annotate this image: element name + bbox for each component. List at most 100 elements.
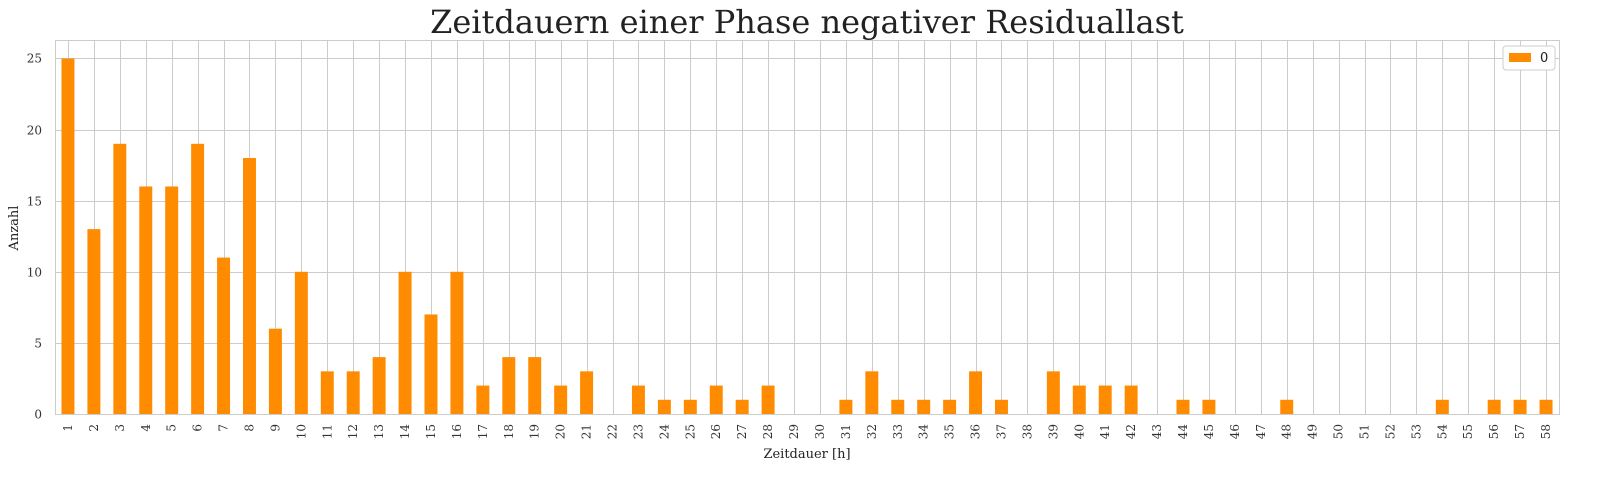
- bar: [580, 371, 594, 414]
- x-tick-label: 2: [87, 424, 101, 432]
- x-tick-label: 47: [1254, 424, 1268, 439]
- bar: [631, 385, 645, 414]
- bar: [995, 399, 1008, 414]
- bar: [87, 229, 101, 414]
- x-tick-label: 18: [502, 424, 516, 439]
- x-tick-label: 21: [580, 424, 594, 439]
- bar: [554, 385, 568, 414]
- x-tick-label: 43: [1150, 424, 1164, 439]
- legend-label: 0: [1540, 51, 1548, 66]
- x-tick-label: 41: [1098, 424, 1112, 439]
- x-tick-label: 52: [1383, 424, 1397, 439]
- bar: [165, 186, 179, 414]
- x-tick-label: 46: [1228, 424, 1242, 439]
- x-tick-label: 5: [165, 424, 179, 432]
- x-tick-label: 49: [1306, 424, 1320, 439]
- bar: [1072, 385, 1086, 414]
- x-tick-label: 11: [320, 424, 334, 439]
- x-tick-label: 34: [917, 424, 931, 440]
- bar: [891, 399, 905, 414]
- bars: [61, 58, 1553, 415]
- bar: [243, 158, 256, 414]
- bar: [969, 371, 983, 414]
- legend: 0: [1502, 45, 1556, 71]
- x-tick-label: 31: [839, 424, 853, 439]
- legend-swatch: [1509, 53, 1531, 62]
- x-tick-label: 22: [606, 424, 620, 439]
- bar: [683, 399, 697, 414]
- x-tick-label: 9: [268, 424, 282, 432]
- x-tick-label: 36: [969, 424, 983, 439]
- y-tick-label: 20: [27, 124, 42, 138]
- x-tick-label: 38: [1020, 424, 1034, 439]
- bar: [398, 271, 412, 414]
- bar: [657, 399, 671, 414]
- y-tick-label: 25: [27, 52, 42, 66]
- x-tick-label: 37: [994, 424, 1008, 439]
- x-tick-label: 44: [1176, 424, 1190, 440]
- chart-title: Zeitdauern einer Phase negativer Residua…: [430, 3, 1184, 41]
- bar: [1124, 385, 1138, 414]
- bar: [372, 357, 386, 414]
- bar: [943, 399, 957, 414]
- x-tick-label: 24: [657, 424, 671, 440]
- x-axis-ticks: 1 2 3 4 5 6 7 8 9 10 11 12 13 14 15 16 17 18 19 20 21 22 23 24 2…: [61, 424, 1553, 440]
- x-tick-label: 7: [217, 424, 231, 432]
- bar: [761, 385, 775, 414]
- bar: [1046, 371, 1060, 414]
- x-tick-label: 23: [631, 424, 645, 439]
- x-tick-label: 15: [424, 424, 438, 439]
- x-tick-label: 39: [1046, 424, 1060, 439]
- bar: [1280, 399, 1294, 414]
- x-tick-label: 4: [139, 424, 153, 432]
- y-axis-label: Anzahl: [7, 206, 22, 252]
- x-tick-label: 27: [735, 424, 749, 439]
- bar: [476, 385, 490, 414]
- bar: [346, 371, 360, 414]
- y-tick-label: 5: [34, 337, 42, 351]
- x-tick-label: 33: [891, 424, 905, 439]
- bar: [1098, 385, 1112, 414]
- bar: [268, 328, 282, 414]
- x-tick-label: 26: [709, 424, 723, 439]
- x-tick-label: 45: [1202, 424, 1216, 439]
- x-tick-label: 50: [1332, 424, 1346, 439]
- x-tick-label: 35: [943, 424, 957, 439]
- x-tick-label: 16: [450, 424, 464, 439]
- plot-frame: [55, 40, 1560, 415]
- bar: [61, 58, 75, 414]
- y-tick-label: 0: [34, 408, 42, 422]
- bar: [1435, 399, 1449, 414]
- bar: [217, 257, 231, 414]
- x-tick-label: 13: [372, 424, 386, 439]
- x-tick-label: 6: [191, 424, 205, 432]
- x-tick-label: 32: [865, 424, 879, 439]
- bar: [709, 385, 723, 414]
- x-tick-label: 58: [1539, 424, 1553, 439]
- x-tick-label: 48: [1280, 424, 1294, 439]
- x-tick-label: 1: [61, 424, 75, 432]
- bar: [528, 357, 542, 414]
- bar: [839, 399, 853, 414]
- x-tick-label: 57: [1513, 424, 1527, 439]
- x-tick-label: 29: [787, 424, 801, 439]
- y-tick-label: 10: [27, 266, 42, 280]
- x-tick-label: 54: [1435, 424, 1449, 440]
- x-tick-label: 51: [1358, 424, 1372, 439]
- bar: [424, 314, 438, 414]
- bar: [320, 371, 334, 414]
- bar: [865, 371, 879, 414]
- x-tick-label: 3: [113, 424, 127, 432]
- bar: [450, 271, 464, 414]
- bar: [191, 143, 205, 415]
- x-tick-label: 25: [683, 424, 697, 439]
- x-tick-label: 42: [1124, 424, 1138, 439]
- x-tick-label: 28: [761, 424, 775, 439]
- bar: [1487, 399, 1501, 414]
- y-tick-label: 15: [27, 195, 42, 209]
- x-tick-label: 55: [1461, 424, 1475, 439]
- bar: [735, 399, 749, 414]
- bar: [1539, 399, 1553, 414]
- x-tick-label: 19: [528, 424, 542, 439]
- x-tick-label: 30: [813, 424, 827, 439]
